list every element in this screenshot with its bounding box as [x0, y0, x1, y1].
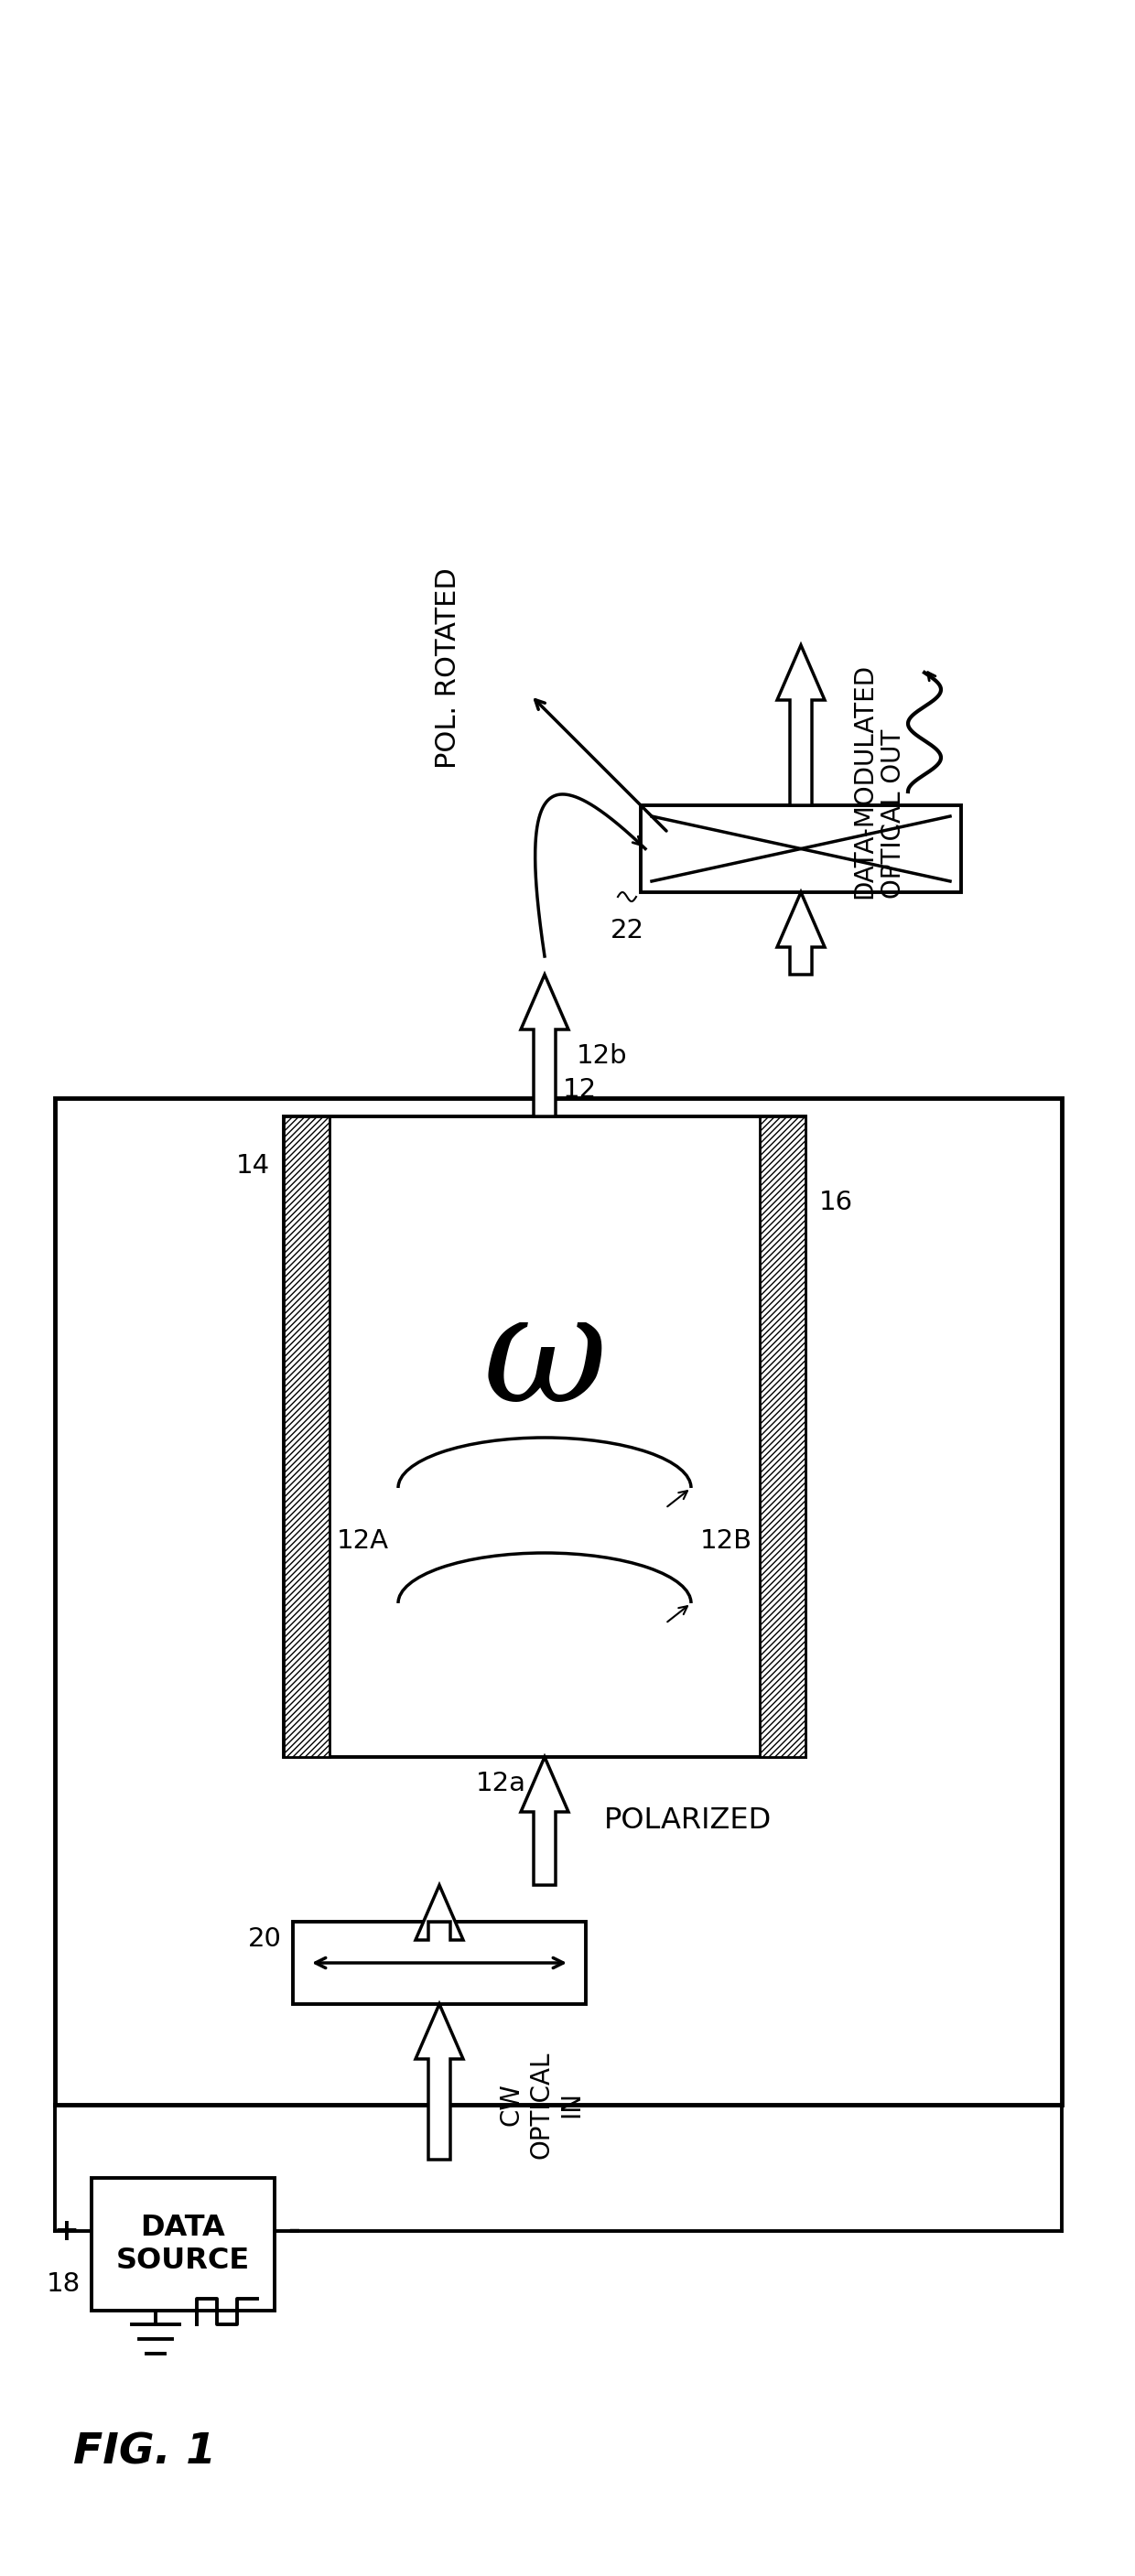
Text: 22: 22 [611, 917, 644, 943]
Bar [284, 1115, 329, 1757]
Text: 20: 20 [249, 1927, 281, 1953]
Text: 14: 14 [236, 1154, 270, 1180]
Bar [92, 2177, 275, 2311]
Bar [54, 1097, 1061, 2105]
Text: -: - [287, 2215, 300, 2246]
Text: 12a: 12a [476, 1770, 527, 1795]
Text: 12b: 12b [577, 1043, 628, 1069]
Text: 12B: 12B [700, 1528, 753, 1553]
Text: POLARIZED: POLARIZED [604, 1806, 772, 1834]
Text: POL. ROTATED: POL. ROTATED [435, 567, 462, 768]
Polygon shape [777, 891, 825, 974]
Text: ω: ω [482, 1285, 607, 1432]
Bar [284, 1115, 806, 1757]
Polygon shape [415, 1886, 463, 1940]
Text: FIG. 1: FIG. 1 [74, 2432, 216, 2473]
Text: 16: 16 [819, 1190, 854, 1216]
Polygon shape [521, 974, 569, 1115]
Bar [641, 806, 961, 891]
Text: 12A: 12A [337, 1528, 389, 1553]
Polygon shape [415, 2004, 463, 2159]
Text: CW
OPTICAL
IN: CW OPTICAL IN [499, 2050, 583, 2159]
Text: 18: 18 [47, 2272, 81, 2298]
Text: DATA-MODULATED
OPTICAL OUT: DATA-MODULATED OPTICAL OUT [851, 665, 907, 899]
Bar [759, 1115, 806, 1757]
Text: +: + [53, 2215, 78, 2246]
Polygon shape [777, 644, 825, 806]
Bar [293, 1922, 586, 2004]
Polygon shape [521, 1757, 569, 1886]
Text: 12: 12 [563, 1077, 597, 1103]
Text: DATA
SOURCE: DATA SOURCE [116, 2213, 250, 2275]
